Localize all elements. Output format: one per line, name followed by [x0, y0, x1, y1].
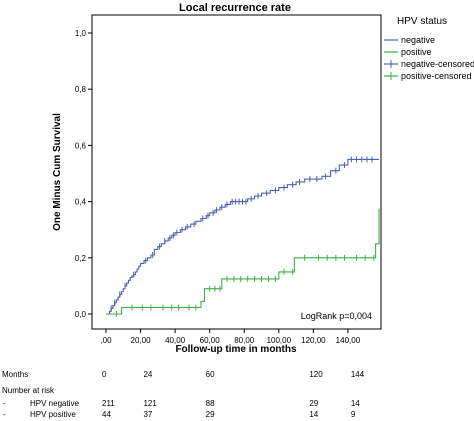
- x-tick-label: 20,00: [131, 336, 152, 345]
- x-tick-label: 80,00: [234, 336, 255, 345]
- month-value: 0: [102, 370, 107, 379]
- risk-count: 29: [309, 399, 319, 408]
- month-value: 144: [350, 370, 365, 379]
- x-axis-label: Follow-up time in months: [175, 344, 297, 355]
- risk-row-dash: -: [3, 410, 6, 419]
- risk-header: Number at risk: [2, 386, 55, 395]
- risk-count: 121: [143, 399, 157, 408]
- y-tick-label: 0,6: [75, 141, 87, 150]
- legend-entry-label: negative-censored: [401, 59, 474, 69]
- y-tick-label: 1,0: [75, 29, 87, 38]
- km-chart: Local recurrence rate 0,0 0,2 0,4 0,6 0,8 1,0…: [52, 2, 474, 355]
- y-tick-label: 0,8: [75, 85, 87, 94]
- y-tick-label: 0,2: [75, 254, 87, 263]
- risk-count: 14: [350, 399, 360, 408]
- risk-count: 9: [350, 410, 356, 419]
- plot-area-frame: [91, 14, 382, 330]
- risk-count: 211: [102, 399, 115, 408]
- chart-title: Local recurrence rate: [179, 2, 291, 14]
- y-tick-label: 0,4: [75, 198, 87, 207]
- month-value: 120: [309, 370, 323, 379]
- x-tick-label: 60,00: [200, 336, 221, 345]
- legend-entry-label: positive-censored: [401, 71, 472, 81]
- series-line-negative: [106, 158, 379, 315]
- legend-entry-label: negative: [401, 35, 435, 45]
- risk-row-dash: -: [3, 399, 6, 408]
- x-tick-label: 40,00: [165, 336, 186, 345]
- risk-count: 88: [205, 399, 215, 408]
- censor-marks: [110, 156, 375, 317]
- y-axis-label: One Minus Cum Survival: [52, 113, 63, 231]
- x-tick-label: 100,00: [267, 336, 292, 345]
- legend: HPV status negative positive negative-cens…: [384, 16, 474, 81]
- risk-row-label: HPV positive: [30, 410, 76, 419]
- month-value: 60: [205, 370, 215, 379]
- risk-count: 14: [309, 410, 319, 419]
- series-line-positive: [106, 208, 380, 315]
- x-tick-label: ,00: [100, 336, 112, 345]
- risk-row-label: HPV negative: [30, 399, 79, 408]
- months-label: Months: [2, 370, 29, 379]
- y-tick-label: 0,0: [75, 310, 87, 319]
- risk-count: 44: [102, 410, 111, 419]
- legend-title: HPV status: [397, 16, 447, 27]
- logrank-annotation: LogRank p=0,004: [301, 311, 372, 321]
- x-tick-label: 140,00: [336, 336, 361, 345]
- y-axis: 0,0 0,2 0,4 0,6 0,8 1,0: [75, 29, 92, 319]
- risk-count: 37: [143, 410, 153, 419]
- survival-curves: [106, 158, 380, 315]
- risk-count: 29: [205, 410, 215, 419]
- x-tick-label: 120,00: [301, 336, 326, 345]
- month-value: 24: [143, 370, 153, 379]
- legend-entry-label: positive: [401, 47, 432, 57]
- x-axis: ,00 20,00 40,00 60,00 80,00 100,00 120,00 140,0…: [100, 329, 361, 345]
